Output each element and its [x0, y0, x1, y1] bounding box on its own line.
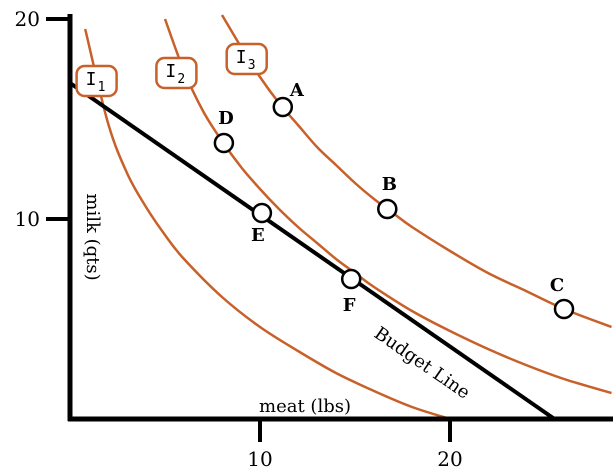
budget-line: [68, 81, 556, 421]
point-label-e: E: [251, 225, 265, 246]
point-label-f: F: [343, 295, 356, 316]
curve-tag-box: [75, 64, 118, 98]
x-tick-label: 10: [247, 447, 272, 471]
point-label-c: C: [550, 275, 564, 296]
point-a: [272, 96, 294, 118]
indifference-curve-1: [83, 28, 451, 419]
axes: [67, 14, 613, 422]
curve-tags: I 1I 2I 3: [75, 42, 268, 98]
budget-line-group: Budget Line: [68, 81, 556, 421]
point-b: [377, 198, 398, 220]
indifference-curve-3: [220, 14, 612, 329]
curve-tag-label: I: [165, 61, 176, 82]
curve-tag-box: [225, 42, 268, 76]
x-axis-label: meat (lbs): [259, 396, 351, 417]
curve-tag-subscript: 1: [98, 80, 106, 95]
curve-tag-label: I: [86, 69, 97, 90]
curve-tag-label: I: [236, 47, 247, 68]
y-tick-label: 20: [15, 7, 40, 31]
point-c: [553, 298, 575, 320]
axis-ticks: 20 10 10 20: [15, 7, 463, 471]
point-d: [213, 132, 235, 154]
chart-points: A B C D E F: [213, 80, 575, 320]
curve-tag-subscript: 2: [177, 72, 185, 87]
curve-tag-box: [155, 56, 198, 90]
curve-tag-subscript: 3: [248, 58, 256, 73]
point-e: [251, 202, 273, 224]
x-tick-label: 20: [437, 447, 462, 471]
point-label-b: B: [382, 174, 397, 195]
point-f: [340, 268, 362, 290]
y-axis-label: milk (qts): [82, 193, 103, 280]
point-label-d: D: [218, 108, 234, 129]
point-label-a: A: [289, 80, 305, 101]
y-tick-label: 10: [15, 207, 40, 231]
